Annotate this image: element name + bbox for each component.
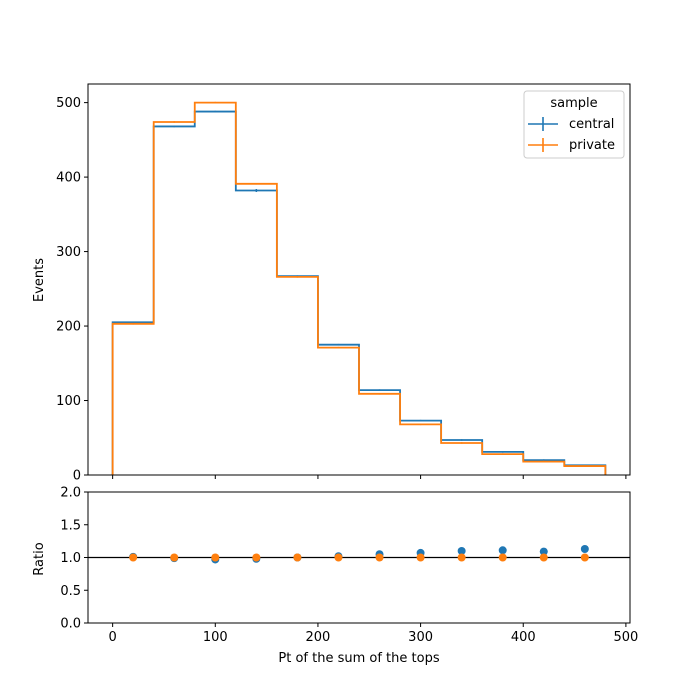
ratio-point-private [170, 553, 179, 562]
ratio-x-ticks: 0 100 200 300 400 500 [108, 623, 638, 645]
legend-title: sample [550, 96, 597, 111]
main-y-tick-label: 200 [56, 320, 81, 335]
ratio-x-tick-label: 400 [511, 630, 536, 645]
main-y-tick-label: 500 [56, 96, 81, 111]
ratio-y-axis-label: Ratio [32, 542, 47, 575]
ratio-point-private [539, 553, 548, 562]
ratio-x-tick-label: 500 [613, 630, 638, 645]
legend-private-label: private [569, 138, 615, 153]
ratio-point-private [498, 553, 507, 562]
ratio-x-tick-label: 0 [108, 630, 116, 645]
ratio-point-central [580, 544, 589, 553]
main-plot-marks [111, 101, 607, 475]
ratio-point-private [293, 553, 302, 562]
legend: sample central private [523, 90, 625, 159]
ratio-y-tick-label: 0.0 [60, 617, 81, 632]
ratio-point-private [375, 553, 384, 562]
ratio-point-private [252, 553, 261, 562]
ratio-plot: 0 100 200 300 400 500 0.0 0.5 1.0 1.5 2.0 Ratio P… [32, 486, 638, 667]
ratio-x-tick-label: 100 [203, 630, 228, 645]
ratio-y-tick-label: 2.0 [60, 486, 81, 501]
ratio-point-private [334, 553, 343, 562]
main-y-tick-label: 300 [56, 245, 81, 260]
main-y-tick-label: 400 [56, 171, 81, 186]
legend-central-label: central [569, 117, 614, 132]
main-y-tick-label: 100 [56, 394, 81, 409]
legend-entry-private: private [528, 138, 615, 153]
histogram-step-private [111, 101, 607, 475]
ratio-point-central [457, 546, 466, 555]
main-y-ticks: 0 100 200 300 400 500 [56, 96, 88, 484]
ratio-point-private [580, 553, 589, 562]
main-plot-frame [87, 83, 631, 476]
ratio-point-private [211, 553, 220, 562]
ratio-point-private [416, 553, 425, 562]
ratio-x-tick-label: 200 [306, 630, 331, 645]
ratio-y-ticks: 0.0 0.5 1.0 1.5 2.0 [60, 486, 88, 632]
ratio-y-tick-label: 1.5 [60, 518, 81, 533]
ratio-point-private [457, 553, 466, 562]
ratio-point-central [539, 547, 548, 556]
main-x-ticks [112, 475, 627, 479]
ratio-x-tick-label: 300 [408, 630, 433, 645]
legend-frame [523, 90, 625, 159]
ratio-y-tick-label: 0.5 [60, 584, 81, 599]
ratio-y-tick-label: 1.0 [60, 551, 81, 566]
x-axis-label: Pt of the sum of the tops [278, 651, 439, 666]
main-y-axis-label: Events [32, 258, 47, 302]
legend-entry-central: central [528, 117, 614, 132]
main-y-tick-label: 0 [73, 469, 81, 484]
ratio-point-central [498, 546, 507, 555]
main-plot: 0 100 200 300 400 500 Events sample central p… [32, 83, 631, 484]
ratio-plot-marks [88, 544, 630, 564]
ratio-point-private [129, 553, 138, 562]
